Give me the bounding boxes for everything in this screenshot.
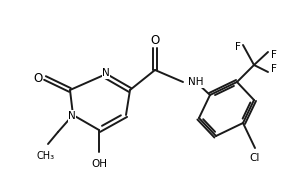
Text: NH: NH bbox=[188, 77, 204, 87]
Text: F: F bbox=[271, 50, 277, 60]
Text: N: N bbox=[68, 111, 76, 121]
Text: Cl: Cl bbox=[250, 153, 260, 163]
Text: O: O bbox=[151, 33, 160, 46]
Text: F: F bbox=[271, 64, 277, 74]
Text: CH₃: CH₃ bbox=[37, 151, 55, 161]
Text: O: O bbox=[33, 71, 43, 84]
Text: OH: OH bbox=[91, 159, 107, 169]
Text: F: F bbox=[235, 42, 241, 52]
Text: N: N bbox=[102, 68, 110, 78]
